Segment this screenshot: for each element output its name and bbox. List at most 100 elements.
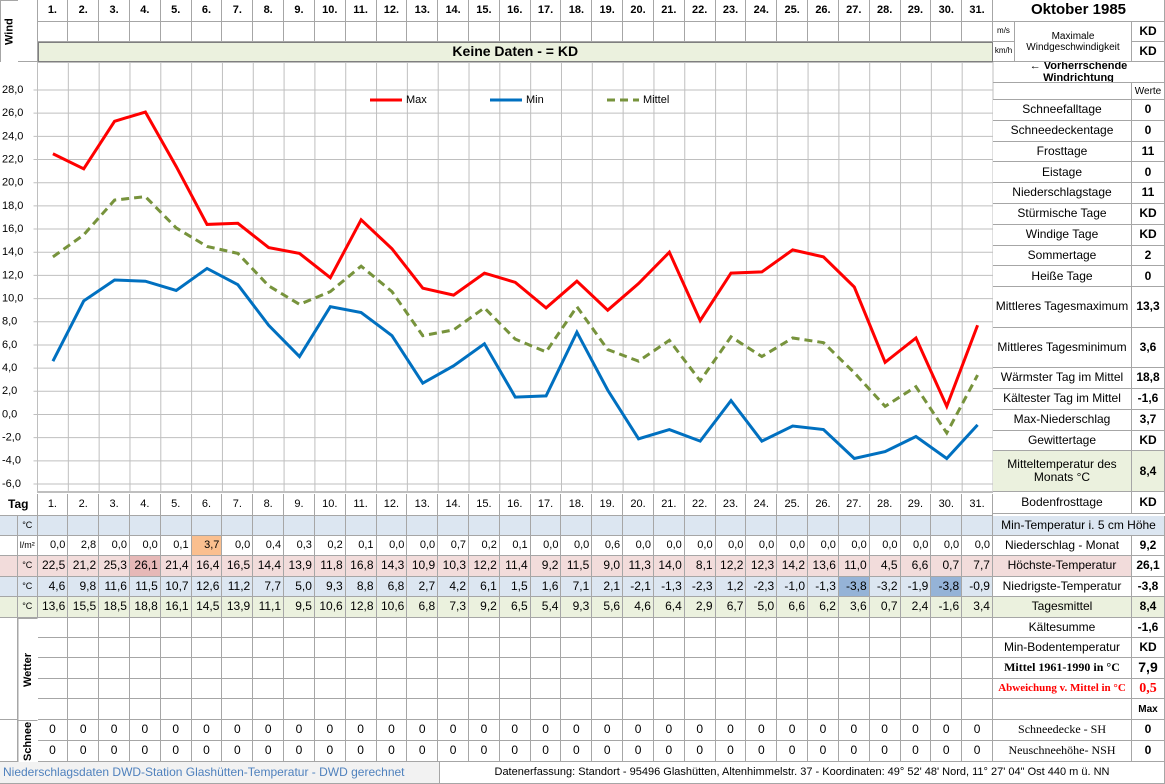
table-cell: 9,3 xyxy=(561,597,593,618)
day-label: 12. xyxy=(376,494,408,516)
day-label: 5. xyxy=(160,0,192,22)
values-header: Werte xyxy=(1132,83,1165,100)
table-cell: 14,4 xyxy=(253,556,285,577)
blank-cell xyxy=(653,699,685,720)
blank-cell xyxy=(530,516,562,536)
day-label: 9. xyxy=(284,494,315,516)
blank-cell xyxy=(345,679,377,699)
blank-cell xyxy=(68,618,100,638)
blank-cell xyxy=(530,699,562,720)
blank-cell xyxy=(684,22,716,42)
table-cell: 0 xyxy=(284,741,315,762)
table-cell: 6,6 xyxy=(900,556,932,577)
blank-cell xyxy=(900,516,932,536)
blank-cell xyxy=(838,516,870,536)
table-cell: -1,0 xyxy=(777,577,809,597)
blank-cell xyxy=(129,516,161,536)
blank-cell xyxy=(376,22,408,42)
table-cell: 0 xyxy=(376,720,408,741)
day-label: 13. xyxy=(407,494,439,516)
table-cell: 10,7 xyxy=(160,577,192,597)
blank-cell xyxy=(900,22,932,42)
blank-cell xyxy=(376,638,408,658)
blank-cell xyxy=(777,22,809,42)
table-cell: 0,1 xyxy=(499,536,531,556)
table-cell: 0 xyxy=(623,720,654,741)
row-summary-value: -3,8 xyxy=(1132,577,1165,597)
day-label: 16. xyxy=(499,494,531,516)
blank-cell xyxy=(684,679,716,699)
blank-cell xyxy=(561,618,593,638)
blank-cell xyxy=(746,679,778,699)
day-label: 24. xyxy=(746,0,778,22)
blank-cell xyxy=(469,658,500,679)
table-cell: 0 xyxy=(376,741,408,762)
blank-cell xyxy=(808,699,839,720)
series-line xyxy=(51,266,979,461)
table-cell: 0 xyxy=(530,741,562,762)
blank-cell xyxy=(993,83,1132,100)
blank-cell xyxy=(407,638,439,658)
table-cell: 0,7 xyxy=(438,536,469,556)
blank-cell xyxy=(931,516,963,536)
blank-cell xyxy=(746,618,778,638)
blank-cell xyxy=(376,658,408,679)
blank-cell xyxy=(253,699,285,720)
blank-cell xyxy=(931,658,963,679)
table-cell: 0 xyxy=(314,720,346,741)
table-cell: 11,8 xyxy=(314,556,346,577)
day-label: 7. xyxy=(222,0,254,22)
day-label: 20. xyxy=(623,0,654,22)
table-cell: 0,2 xyxy=(314,536,346,556)
day-label: 8. xyxy=(253,0,285,22)
table-cell: 0 xyxy=(653,741,685,762)
blank-cell xyxy=(191,516,223,536)
blank-cell xyxy=(715,618,747,638)
day-label: 1. xyxy=(37,0,69,22)
table-cell: 9,5 xyxy=(284,597,315,618)
blank-cell xyxy=(653,679,685,699)
blank-cell xyxy=(284,618,315,638)
y-tick-label: 28,0 xyxy=(2,84,23,96)
table-cell: 0 xyxy=(869,720,901,741)
table-cell: 0 xyxy=(469,741,500,762)
y-tick-label: -4,0 xyxy=(2,455,21,467)
day-label: 3. xyxy=(99,0,130,22)
blank-cell xyxy=(37,699,69,720)
table-cell: 0 xyxy=(931,720,963,741)
table-cell: 0 xyxy=(715,720,747,741)
blank-cell xyxy=(284,658,315,679)
blank-cell xyxy=(499,516,531,536)
row-label: Wind xyxy=(0,0,18,62)
table-cell: 0,0 xyxy=(684,536,716,556)
day-label: 13. xyxy=(407,0,439,22)
table-cell: 12,2 xyxy=(469,556,500,577)
day-label: 26. xyxy=(808,494,839,516)
stat-label: Heiße Tage xyxy=(993,266,1132,288)
blank-cell xyxy=(314,658,346,679)
unit-label: °C xyxy=(18,577,38,597)
table-cell: 0 xyxy=(222,741,254,762)
day-label: 30. xyxy=(931,0,963,22)
table-cell: 0,1 xyxy=(345,536,377,556)
day-label: 2. xyxy=(68,0,100,22)
day-label: 12. xyxy=(376,0,408,22)
day-label: 27. xyxy=(838,0,870,22)
table-cell: 21,4 xyxy=(160,556,192,577)
table-cell: 0 xyxy=(808,720,839,741)
blank-cell xyxy=(530,679,562,699)
blank-cell xyxy=(376,699,408,720)
blank-cell xyxy=(838,679,870,699)
table-cell: -3,2 xyxy=(869,577,901,597)
table-cell: 6,8 xyxy=(376,577,408,597)
blank-cell xyxy=(684,638,716,658)
stat-label: Wärmster Tag im Mittel xyxy=(993,368,1132,389)
table-cell: 6,7 xyxy=(715,597,747,618)
day-label: 23. xyxy=(715,0,747,22)
day-label: 19. xyxy=(592,0,624,22)
legend-label: Max xyxy=(406,94,427,106)
blank-cell xyxy=(284,516,315,536)
blank-cell xyxy=(684,658,716,679)
table-cell: -1,6 xyxy=(931,597,963,618)
